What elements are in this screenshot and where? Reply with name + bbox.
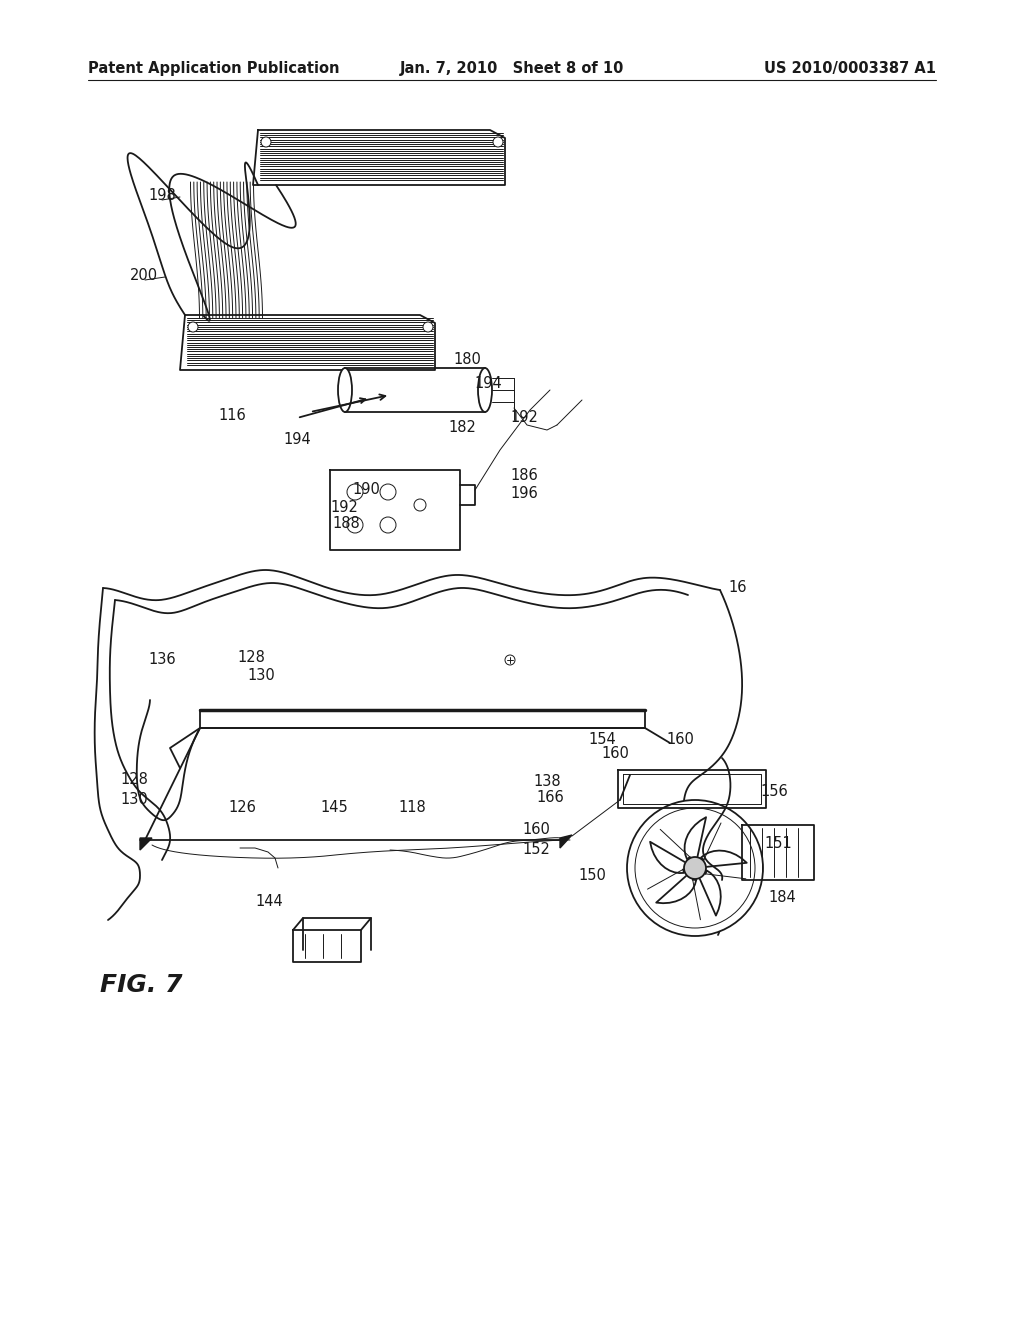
Circle shape — [684, 857, 706, 879]
Circle shape — [423, 322, 433, 333]
Text: Jan. 7, 2010   Sheet 8 of 10: Jan. 7, 2010 Sheet 8 of 10 — [399, 61, 625, 75]
Text: 144: 144 — [255, 895, 283, 909]
Text: 192: 192 — [330, 500, 357, 516]
Circle shape — [188, 322, 198, 333]
Text: 166: 166 — [536, 791, 564, 805]
Polygon shape — [560, 836, 572, 847]
Text: 160: 160 — [522, 822, 550, 837]
Circle shape — [414, 499, 426, 511]
Text: 196: 196 — [510, 486, 538, 500]
Text: 188: 188 — [332, 516, 359, 532]
Text: 198: 198 — [148, 187, 176, 202]
Text: FIG. 7: FIG. 7 — [100, 973, 182, 997]
Text: 160: 160 — [666, 733, 694, 747]
Circle shape — [627, 800, 763, 936]
Text: 128: 128 — [237, 651, 265, 665]
Text: 190: 190 — [352, 483, 380, 498]
Text: 156: 156 — [760, 784, 787, 800]
Text: 152: 152 — [522, 842, 550, 857]
Text: 138: 138 — [534, 775, 560, 789]
Text: 151: 151 — [764, 836, 792, 850]
Text: US 2010/0003387 A1: US 2010/0003387 A1 — [764, 61, 936, 75]
Ellipse shape — [478, 368, 492, 412]
Text: 184: 184 — [768, 891, 796, 906]
Text: 145: 145 — [319, 800, 348, 816]
Text: 126: 126 — [228, 800, 256, 816]
Text: 200: 200 — [130, 268, 158, 282]
Text: Patent Application Publication: Patent Application Publication — [88, 61, 340, 75]
Polygon shape — [140, 838, 152, 850]
Text: 154: 154 — [588, 733, 615, 747]
Circle shape — [380, 484, 396, 500]
Text: 192: 192 — [510, 411, 538, 425]
Text: 118: 118 — [398, 800, 426, 816]
Text: 180: 180 — [453, 352, 481, 367]
Circle shape — [347, 484, 362, 500]
Text: 16: 16 — [728, 581, 746, 595]
Ellipse shape — [338, 368, 352, 412]
Text: 194: 194 — [283, 433, 310, 447]
Circle shape — [635, 808, 755, 928]
Circle shape — [380, 517, 396, 533]
Circle shape — [493, 137, 503, 147]
Text: 150: 150 — [578, 867, 606, 883]
Text: 136: 136 — [148, 652, 176, 668]
Text: 186: 186 — [510, 467, 538, 483]
Text: 182: 182 — [449, 421, 476, 436]
Text: 128: 128 — [120, 772, 147, 788]
Circle shape — [347, 517, 362, 533]
Circle shape — [261, 137, 271, 147]
Text: 194: 194 — [474, 375, 502, 391]
Text: 116: 116 — [218, 408, 246, 422]
Text: 130: 130 — [120, 792, 147, 808]
Text: 130: 130 — [247, 668, 274, 682]
Text: 160: 160 — [601, 747, 629, 762]
